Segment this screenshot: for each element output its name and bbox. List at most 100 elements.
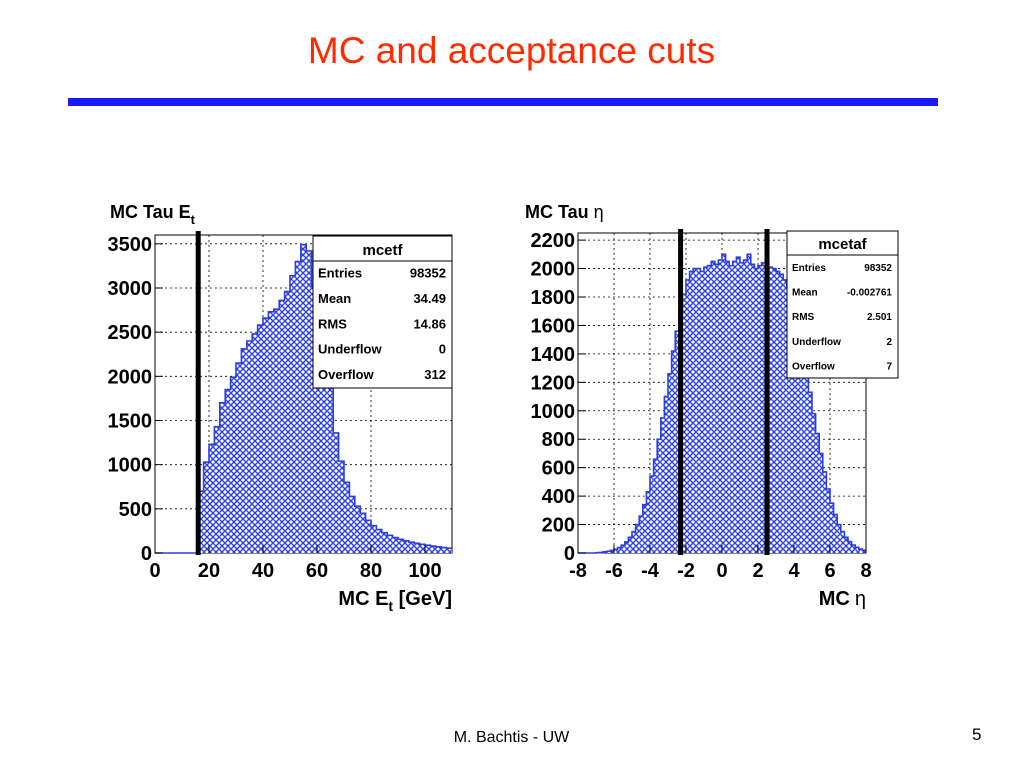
y-tick-label: 1000: [108, 455, 153, 477]
histogram-bar: [441, 547, 447, 553]
y-tick-label: 200: [542, 515, 575, 537]
histogram-bar: [360, 513, 366, 553]
histogram-bar: [387, 535, 393, 553]
histogram-bar: [371, 525, 377, 553]
histogram-bar: [236, 363, 242, 553]
histogram-bar: [833, 514, 838, 553]
histogram-bar: [606, 551, 611, 553]
histogram-bar: [230, 377, 236, 553]
x-axis-label: MC Et [GeV]: [338, 588, 452, 614]
histogram-bar: [621, 545, 625, 553]
stats-box: [786, 230, 899, 379]
histogram-bar: [686, 279, 690, 553]
histogram-bar: [284, 291, 290, 553]
y-tick-label: 3000: [108, 278, 153, 300]
histogram-bar: [675, 331, 679, 553]
histogram-bar: [610, 550, 614, 553]
histogram-bar: [430, 546, 436, 553]
y-tick-label: 600: [542, 458, 575, 480]
x-tick-label: 0: [149, 560, 160, 582]
x-tick-label: -8: [569, 560, 587, 582]
histogram-bar: [671, 351, 676, 553]
histogram-bar: [858, 549, 863, 553]
histogram-bar: [848, 541, 852, 553]
histogram-bar: [617, 547, 622, 553]
y-tick-label: 0: [564, 543, 575, 565]
histogram-bar: [419, 544, 425, 553]
histogram-bar: [392, 537, 398, 553]
histogram-bar: [403, 540, 409, 553]
stats-row-label: RMS: [792, 312, 815, 323]
y-tick-label: 2200: [531, 230, 576, 252]
x-tick-label: 8: [860, 560, 871, 582]
footer-author: M. Bachtis - UW: [453, 729, 570, 746]
stats-row-value: 14.86: [413, 316, 446, 331]
histogram-bar: [815, 433, 820, 553]
histogram-bar: [786, 285, 791, 553]
histogram-bar: [268, 311, 274, 553]
histogram-bar: [804, 370, 809, 553]
histogram-bar: [349, 496, 355, 553]
histogram-bar: [657, 439, 661, 553]
x-tick-label: 60: [306, 560, 328, 582]
histogram-bar: [700, 271, 704, 553]
y-tick-label: 1200: [531, 372, 576, 394]
histogram-bar: [646, 491, 650, 553]
histogram-bar: [317, 301, 323, 553]
histogram-bar: [830, 503, 834, 553]
histogram-bar: [668, 373, 672, 553]
histogram-bar: [273, 309, 280, 553]
stats-row-value: 98352: [864, 263, 892, 274]
chart-title: MC Tau η: [525, 202, 604, 222]
histogram-bar: [779, 274, 784, 553]
x-tick-label: -6: [605, 560, 623, 582]
histogram-bar: [376, 529, 382, 553]
histogram-bar: [822, 471, 827, 553]
stats-row-value: 7: [886, 361, 892, 372]
histogram-bar: [257, 325, 263, 553]
x-tick-label: 4: [788, 560, 800, 582]
histogram-bar: [776, 271, 780, 553]
histogram-bar: [696, 268, 701, 553]
stats-row-value: 2: [886, 337, 892, 348]
y-tick-label: 3500: [108, 234, 153, 256]
histogram-bar: [624, 541, 629, 553]
histogram-bar: [365, 520, 371, 553]
histogram-bar: [263, 318, 269, 553]
histogram-bar: [446, 548, 452, 553]
histogram-bar: [819, 453, 823, 553]
x-tick-label: 20: [198, 560, 220, 582]
histogram-bar: [660, 417, 665, 553]
histogram-bar: [246, 341, 253, 553]
x-tick-label: -4: [641, 560, 660, 582]
histogram-bar: [398, 539, 404, 553]
histogram-bar: [772, 268, 776, 553]
histogram-bar: [743, 260, 748, 553]
histogram-bar: [812, 413, 816, 553]
histogram-bar: [768, 267, 773, 553]
histogram-bar: [747, 254, 751, 554]
x-tick-label: 80: [360, 560, 382, 582]
stats-row-value: 34.49: [413, 291, 446, 306]
histogram-bar: [722, 254, 726, 554]
x-tick-label: 100: [408, 560, 441, 582]
histogram-bar: [381, 532, 388, 553]
x-tick-label: 0: [716, 560, 727, 582]
stats-row-value: 0: [439, 342, 446, 357]
histogram-bar: [754, 268, 758, 553]
histogram-bar: [338, 461, 344, 553]
stats-row-value: 98352: [410, 266, 446, 281]
histogram-bar: [300, 244, 307, 553]
histogram-bar: [862, 550, 866, 553]
histogram-bar: [707, 265, 712, 553]
y-tick-label: 500: [119, 499, 152, 521]
histogram-bar: [783, 279, 787, 553]
stats-row-label: Underflow: [792, 337, 841, 348]
histogram-bar: [844, 537, 848, 553]
histogram-bar: [327, 378, 334, 553]
stats-row-label: Entries: [792, 263, 826, 274]
histogram-bar: [689, 271, 694, 553]
histogram-bar: [344, 482, 350, 553]
histogram-bar: [740, 262, 744, 553]
histogram-bar: [241, 348, 247, 553]
